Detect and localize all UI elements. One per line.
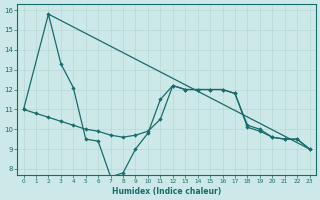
X-axis label: Humidex (Indice chaleur): Humidex (Indice chaleur): [112, 187, 221, 196]
